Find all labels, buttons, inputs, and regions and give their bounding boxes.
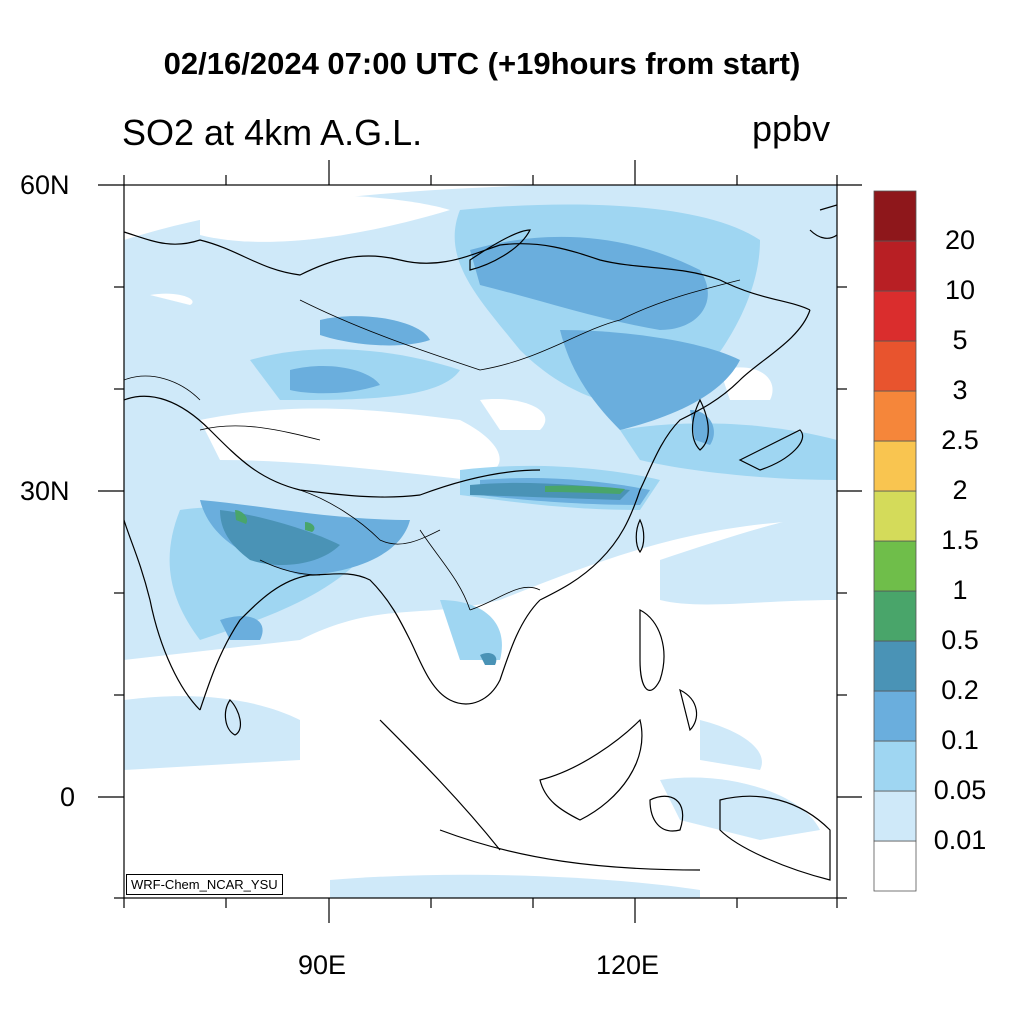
colorbar-level-label: 0.05 — [933, 775, 987, 805]
colorbar-box — [873, 290, 917, 342]
colorbar-level-label: 1 — [952, 575, 968, 605]
colorbar-level-label: 2 — [952, 475, 968, 505]
colorbar-level-label: 0.5 — [941, 625, 979, 655]
colorbar-box — [873, 540, 917, 592]
colorbar-level-label: 0.01 — [933, 825, 987, 855]
borders — [124, 279, 741, 611]
axis-ticks — [98, 160, 862, 923]
plume-peak — [235, 485, 625, 532]
variable-subtitle: SO2 at 4km A.G.L. — [122, 112, 423, 153]
colorbar-box — [873, 440, 917, 492]
lat-label-0: 0 — [60, 782, 76, 812]
colorbar-box — [873, 640, 917, 692]
colorbar-box — [873, 190, 917, 242]
colorbar-box — [873, 690, 917, 742]
colorbar-box — [873, 490, 917, 542]
plume-gaps — [150, 194, 773, 480]
lat-label-30n: 30N — [20, 476, 70, 506]
colorbar-level-label: 10 — [944, 275, 976, 305]
concentration-field — [124, 185, 837, 898]
lat-label-60n: 60N — [20, 170, 70, 200]
colorbar-box — [873, 590, 917, 642]
coastlines — [124, 204, 837, 881]
map-title: 02/16/2024 07:00 UTC (+19hours from star… — [163, 46, 801, 81]
colorbar-level-label: 20 — [944, 225, 976, 255]
colorbar-box — [873, 790, 917, 842]
colorbar-level-label: 5 — [952, 325, 968, 355]
model-label: WRF-Chem_NCAR_YSU — [126, 874, 283, 895]
colorbar-level-label: 3 — [952, 375, 968, 405]
colorbar-box — [873, 390, 917, 442]
colorbar-level-label: 1.5 — [941, 525, 979, 555]
colorbar — [873, 190, 917, 892]
lon-label-90e: 90E — [298, 950, 347, 980]
colorbar-box — [873, 340, 917, 392]
colorbar-box — [873, 740, 917, 792]
units-label: ppbv — [752, 108, 831, 149]
lon-label-120e: 120E — [596, 950, 660, 980]
map-frame — [123, 184, 838, 899]
colorbar-level-label: 2.5 — [941, 425, 979, 455]
colorbar-level-label: 0.2 — [941, 675, 979, 705]
colorbar-box — [873, 240, 917, 292]
colorbar-box — [873, 840, 917, 892]
colorbar-level-label: 0.1 — [941, 725, 979, 755]
